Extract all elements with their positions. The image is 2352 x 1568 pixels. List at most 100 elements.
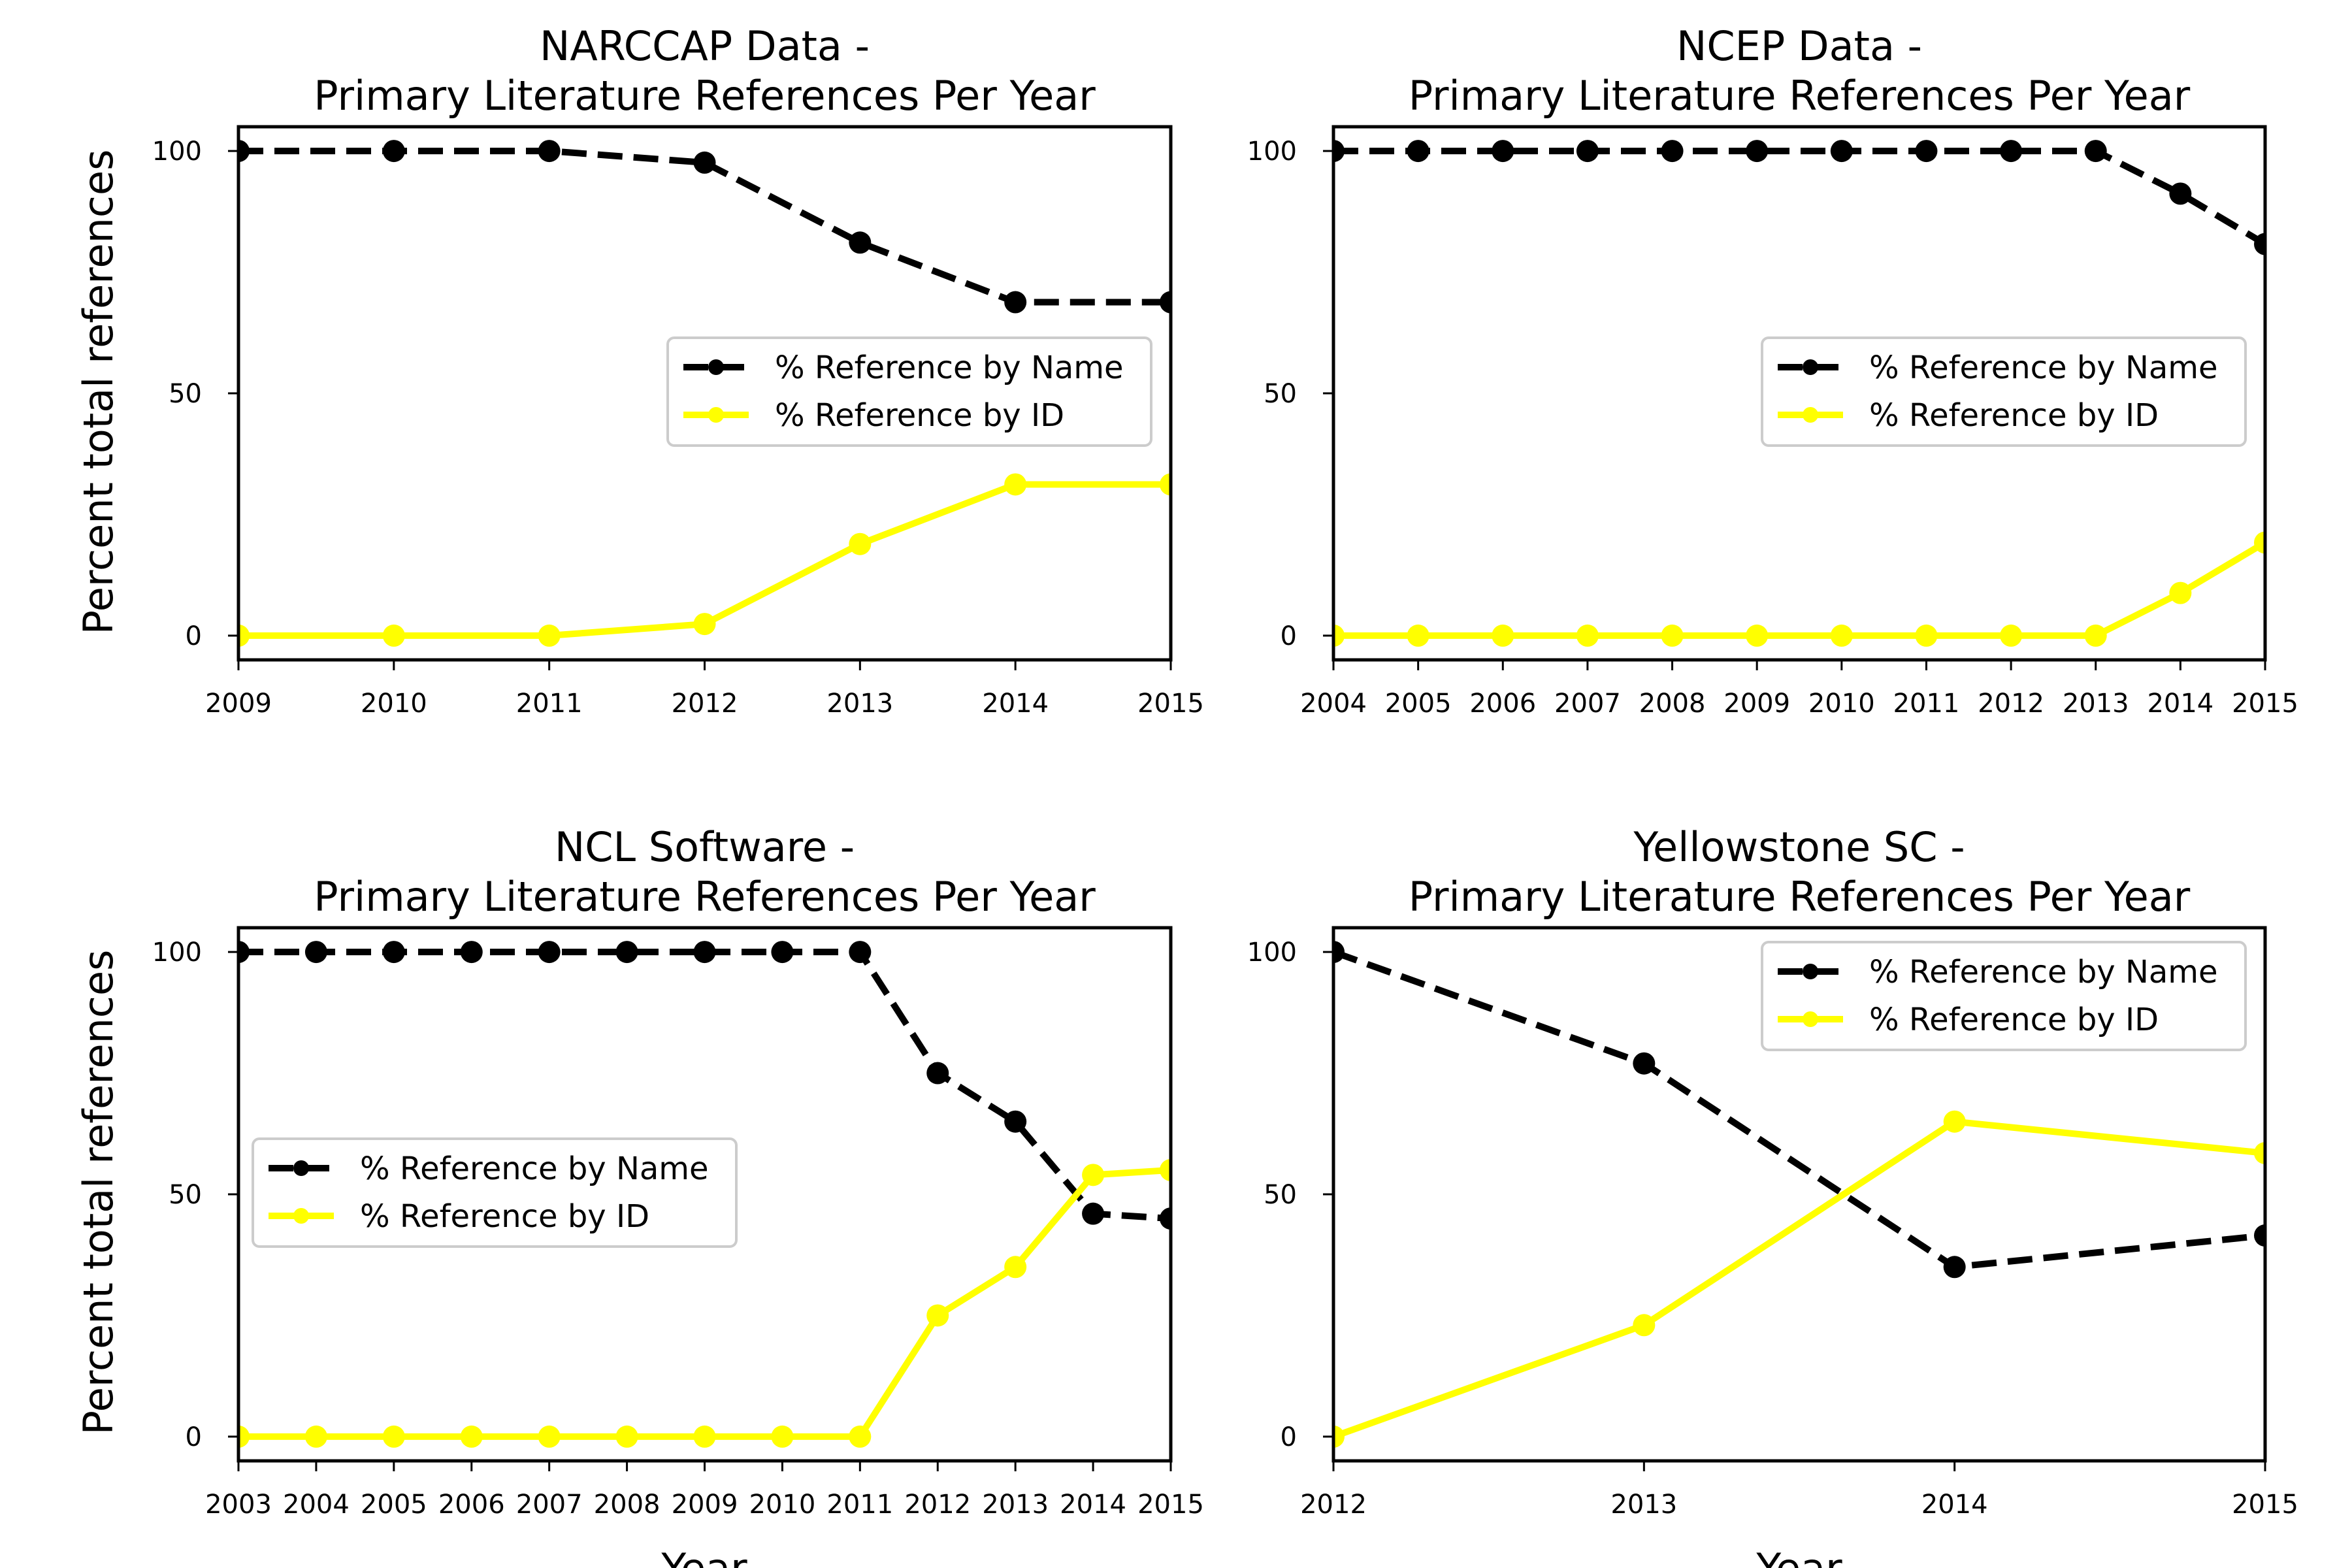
data-point-yellowstone-id-2012 bbox=[1333, 1425, 1345, 1448]
axes-frame-ncl bbox=[237, 926, 1173, 1463]
data-point-narccap-name-2013 bbox=[849, 231, 872, 254]
x-tick-label-yellowstone-2012: 2012 bbox=[1300, 1490, 1367, 1520]
legend-box-yellowstone bbox=[1761, 941, 2247, 1051]
data-point-narccap-id-2013 bbox=[849, 532, 872, 555]
series-line-yellowstone-name bbox=[1333, 949, 2265, 1271]
data-point-narccap-name-2011 bbox=[538, 140, 561, 163]
x-axis-label-left: Year bbox=[661, 1544, 747, 1568]
x-tick-label-ncl-2004: 2004 bbox=[283, 1490, 350, 1520]
x-tick-label-ncl-2010: 2010 bbox=[749, 1490, 816, 1520]
data-point-ncep-name-2014 bbox=[2169, 182, 2192, 205]
legend-entry-ncep-name: % Reference by Name bbox=[1869, 350, 2218, 386]
data-point-yellowstone-name-2015 bbox=[2254, 1224, 2265, 1247]
chart-title-narccap: NARCCAP Data - bbox=[540, 22, 870, 70]
legend-entry-ncep-id: % Reference by ID bbox=[1869, 397, 2159, 434]
x-tick-label-ncep-2013: 2013 bbox=[2063, 689, 2129, 719]
data-point-ncep-id-2015 bbox=[2254, 531, 2265, 554]
legend-swatch-marker-ncep-name bbox=[1803, 359, 1818, 375]
chart-subtitle-ncep: Primary Literature References Per Year bbox=[1409, 72, 2191, 120]
y-tick-label-narccap-0: 0 bbox=[186, 621, 202, 651]
data-point-ncl-name-2008 bbox=[615, 941, 638, 964]
data-point-ncep-name-2008 bbox=[1661, 140, 1684, 163]
legend-narccap: % Reference by Name % Reference by ID bbox=[666, 336, 1152, 447]
data-point-ncl-name-2006 bbox=[460, 941, 483, 964]
axes-frame-yellowstone bbox=[1331, 926, 2267, 1463]
x-tick-label-ncl-2003: 2003 bbox=[205, 1490, 272, 1520]
x-tick-label-narccap-2011: 2011 bbox=[516, 689, 583, 719]
legend-ncep: % Reference by Name % Reference by ID bbox=[1761, 336, 2247, 447]
y-axis-label-bottom: Percent total references bbox=[74, 950, 122, 1435]
data-point-ncep-name-2015 bbox=[2254, 233, 2265, 255]
data-point-ncl-id-2003 bbox=[238, 1425, 250, 1448]
legend-yellowstone: % Reference by Name % Reference by ID bbox=[1761, 941, 2247, 1051]
legend-swatch-marker-ncl-name bbox=[293, 1160, 309, 1176]
x-tick-label-yellowstone-2015: 2015 bbox=[2232, 1490, 2298, 1520]
chart-title-ncep: NCEP Data - bbox=[1676, 22, 1922, 70]
data-point-narccap-name-2015 bbox=[1160, 291, 1171, 314]
data-point-ncl-id-2005 bbox=[382, 1425, 405, 1448]
data-point-narccap-name-2012 bbox=[693, 151, 716, 174]
legend-box-narccap bbox=[666, 336, 1152, 447]
data-point-ncep-id-2005 bbox=[1407, 624, 1429, 647]
data-point-narccap-id-2012 bbox=[693, 613, 716, 636]
data-point-ncep-id-2014 bbox=[2169, 581, 2192, 604]
plot-area-ncep bbox=[1333, 140, 2265, 647]
panel-narccap: NARCCAP Data -Primary Literature Referen… bbox=[152, 22, 1204, 719]
panel-ncep: NCEP Data -Primary Literature References… bbox=[1247, 22, 2298, 719]
data-point-ncep-id-2010 bbox=[1830, 624, 1853, 647]
x-tick-label-ncep-2006: 2006 bbox=[1469, 689, 1536, 719]
data-point-narccap-name-2010 bbox=[382, 140, 405, 163]
legend-box-ncl bbox=[252, 1137, 738, 1248]
data-point-ncep-id-2006 bbox=[1492, 624, 1514, 647]
legend-swatch-marker-yellowstone-name bbox=[1803, 964, 1818, 979]
x-tick-label-narccap-2010: 2010 bbox=[361, 689, 427, 719]
legend-swatch-marker-yellowstone-id bbox=[1803, 1011, 1818, 1027]
x-tick-label-narccap-2012: 2012 bbox=[672, 689, 738, 719]
data-point-yellowstone-id-2014 bbox=[1943, 1110, 1966, 1133]
data-point-ncl-name-2005 bbox=[382, 941, 405, 964]
data-point-ncl-name-2015 bbox=[1160, 1207, 1171, 1230]
y-tick-label-yellowstone-100: 100 bbox=[1247, 938, 1297, 968]
legend-entry-ncl-id: % Reference by ID bbox=[360, 1198, 649, 1235]
x-tick-label-ncl-2014: 2014 bbox=[1060, 1490, 1126, 1520]
data-point-ncl-id-2013 bbox=[1004, 1256, 1027, 1279]
data-point-ncep-name-2007 bbox=[1576, 140, 1599, 163]
legend-swatch-marker-ncep-id bbox=[1803, 407, 1818, 423]
data-point-ncl-id-2007 bbox=[538, 1425, 561, 1448]
x-tick-label-ncl-2008: 2008 bbox=[594, 1490, 661, 1520]
axes-frame-narccap bbox=[237, 125, 1173, 662]
data-point-ncep-id-2011 bbox=[1915, 624, 1938, 647]
x-tick-label-ncl-2005: 2005 bbox=[361, 1490, 427, 1520]
data-point-ncl-name-2009 bbox=[693, 941, 716, 964]
data-point-ncl-name-2003 bbox=[238, 941, 250, 964]
data-point-ncep-name-2005 bbox=[1407, 140, 1429, 163]
data-point-ncep-name-2006 bbox=[1492, 140, 1514, 163]
data-point-ncep-name-2011 bbox=[1915, 140, 1938, 163]
x-tick-label-narccap-2013: 2013 bbox=[826, 689, 893, 719]
data-point-narccap-id-2015 bbox=[1160, 473, 1171, 496]
x-tick-label-ncep-2005: 2005 bbox=[1385, 689, 1452, 719]
data-point-ncl-id-2015 bbox=[1160, 1158, 1171, 1181]
data-point-ncl-id-2012 bbox=[926, 1304, 949, 1327]
x-tick-label-ncep-2014: 2014 bbox=[2147, 689, 2213, 719]
series-line-ncep-name bbox=[1333, 148, 2265, 247]
legend-swatch-marker-narccap-name bbox=[708, 359, 724, 375]
panel-yellowstone: Yellowstone SC -Primary Literature Refer… bbox=[1247, 823, 2298, 1520]
series-line-ncep-id bbox=[1333, 540, 2265, 639]
plot-area-ncl bbox=[238, 941, 1171, 1448]
y-tick-label-narccap-50: 50 bbox=[169, 379, 202, 409]
x-tick-label-narccap-2009: 2009 bbox=[205, 689, 272, 719]
x-tick-label-ncep-2012: 2012 bbox=[1978, 689, 2044, 719]
legend-ncl: % Reference by Name % Reference by ID bbox=[252, 1137, 738, 1248]
x-tick-label-ncl-2007: 2007 bbox=[516, 1490, 583, 1520]
data-point-ncl-id-2014 bbox=[1082, 1164, 1105, 1186]
data-point-ncep-id-2007 bbox=[1576, 624, 1599, 647]
data-point-ncl-id-2008 bbox=[615, 1425, 638, 1448]
data-point-yellowstone-id-2013 bbox=[1633, 1314, 1656, 1337]
data-point-narccap-id-2010 bbox=[382, 624, 405, 647]
x-tick-label-ncl-2013: 2013 bbox=[982, 1490, 1049, 1520]
chart-subtitle-yellowstone: Primary Literature References Per Year bbox=[1409, 873, 2191, 921]
data-point-narccap-id-2014 bbox=[1004, 473, 1027, 496]
y-tick-label-ncep-100: 100 bbox=[1247, 137, 1297, 167]
data-point-ncl-name-2011 bbox=[849, 941, 872, 964]
